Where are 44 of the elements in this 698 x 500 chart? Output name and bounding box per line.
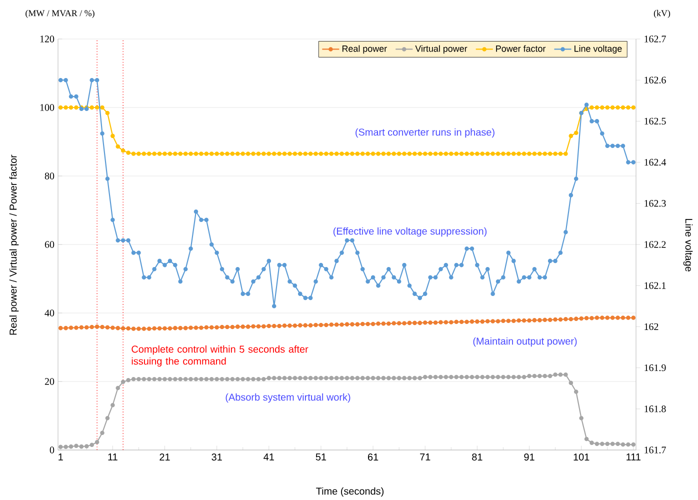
- y2-tick-label: 161.7: [644, 446, 666, 454]
- x-tick-label: 61: [368, 454, 378, 461]
- x-axis-title: Time (seconds): [316, 487, 384, 497]
- legend-label: Virtual power: [415, 45, 468, 54]
- y-tick-label: 80: [44, 172, 54, 180]
- y2-tick-label: 162.5: [644, 118, 666, 125]
- y2-axis-title: Line voltage: [683, 218, 693, 272]
- y-tick-label: 100: [40, 104, 54, 111]
- x-tick-label: 101: [574, 454, 590, 461]
- x-tick-label: 1: [58, 454, 63, 460]
- annotation: (Maintain output power): [473, 337, 577, 347]
- y-tick-label: 20: [44, 378, 54, 385]
- y-tick-label: 40: [44, 310, 54, 316]
- x-tick-label: 41: [264, 454, 274, 460]
- y-tick-label: 60: [44, 241, 54, 248]
- annotation: Complete control within 5 seconds after issuing the command: [132, 345, 308, 367]
- y2-tick-label: 162.6: [644, 76, 666, 84]
- x-tick-label: 51: [316, 454, 326, 460]
- y2-tick-label: 161.8: [644, 406, 666, 412]
- annotation: (Absorb system virtual work): [226, 393, 350, 403]
- text: (MW / MVAR / %): [26, 10, 94, 18]
- x-tick-label: 21: [160, 454, 170, 460]
- legend-label: Power factor: [496, 45, 546, 52]
- y-tick-label: 0: [50, 446, 54, 454]
- x-tick-label: 11: [108, 454, 118, 460]
- y-tick-label: 120: [40, 36, 54, 42]
- legend-label: Real power: [342, 45, 387, 54]
- y2-tick-label: 162: [644, 323, 658, 330]
- y-axis-title: Real power / Virtual power / Power factor: [9, 154, 19, 335]
- y2-tick-label: 162.4: [644, 158, 666, 166]
- annotation: (Smart converter runs in phase): [356, 128, 494, 138]
- text: (kV): [654, 10, 670, 18]
- y2-tick-label: 161.9: [644, 364, 666, 372]
- y2-tick-label: 162.1: [644, 282, 666, 289]
- x-tick-label: 111: [626, 454, 640, 460]
- y2-tick-label: 162.7: [644, 36, 666, 42]
- annotation: (Effective line voltage suppression): [333, 227, 487, 237]
- y2-tick-label: 162.2: [644, 241, 666, 248]
- x-tick-label: 71: [420, 454, 430, 460]
- x-tick-label: 81: [472, 454, 482, 461]
- x-tick-label: 31: [212, 454, 222, 461]
- x-tick-label: 91: [524, 454, 534, 461]
- legend-label: Line voltage: [574, 45, 622, 54]
- y2-tick-label: 162.3: [644, 200, 666, 207]
